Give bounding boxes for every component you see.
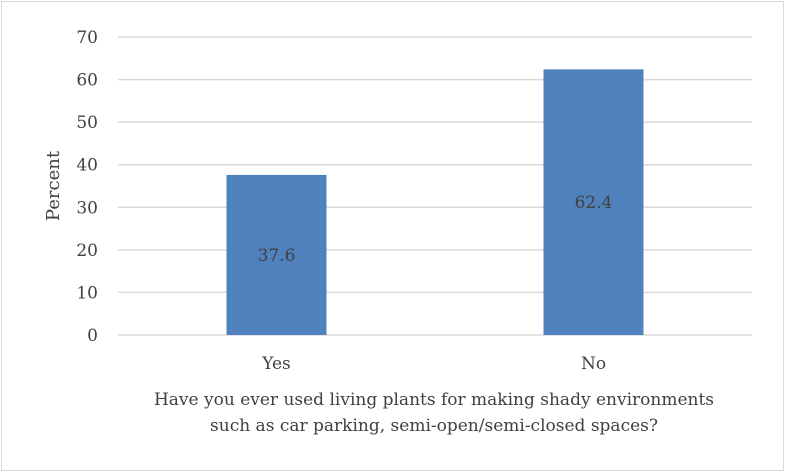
bar-no bbox=[543, 69, 644, 336]
y-tick-label-70: 70 bbox=[76, 28, 98, 48]
category-label-yes: Yes bbox=[261, 354, 291, 374]
data-label-yes: 37.6 bbox=[258, 246, 296, 266]
y-axis-ticks: 0 10 20 30 40 50 60 70 bbox=[76, 28, 98, 346]
x-axis-title-line-1: Have you ever used living plants for mak… bbox=[154, 390, 714, 410]
bars bbox=[226, 69, 644, 336]
y-axis-title: Percent bbox=[43, 150, 64, 221]
category-label-no: No bbox=[581, 354, 606, 374]
x-axis-title-line-2: such as car parking, semi-open/semi-clos… bbox=[210, 416, 658, 436]
y-tick-label-50: 50 bbox=[76, 113, 98, 133]
data-labels: 37.6 62.4 bbox=[258, 193, 613, 266]
gridlines bbox=[118, 36, 752, 336]
bar-yes bbox=[226, 174, 327, 335]
y-tick-label-40: 40 bbox=[76, 156, 98, 176]
data-label-no: 62.4 bbox=[575, 193, 613, 213]
y-tick-label-10: 10 bbox=[76, 283, 98, 303]
y-tick-label-60: 60 bbox=[76, 71, 98, 91]
y-tick-label-30: 30 bbox=[76, 198, 98, 218]
y-tick-label-20: 20 bbox=[76, 241, 98, 261]
y-tick-label-0: 0 bbox=[87, 326, 98, 346]
x-axis-categories: Yes No bbox=[261, 354, 606, 374]
